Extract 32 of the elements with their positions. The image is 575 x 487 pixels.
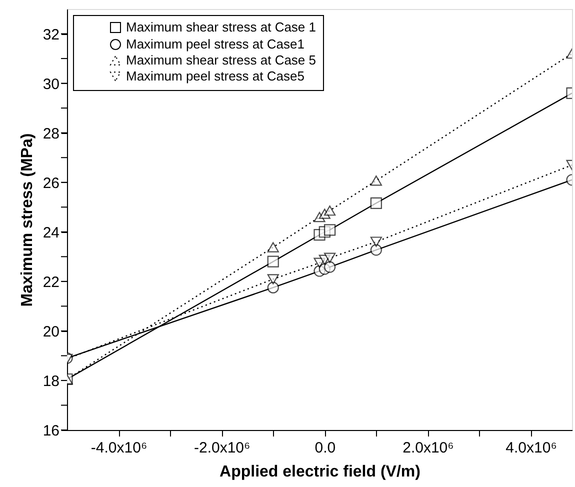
point <box>324 205 336 216</box>
point <box>370 244 382 256</box>
y-tick-label: 20 <box>42 323 60 340</box>
y-tick-label: 30 <box>42 76 60 93</box>
y-tick-label: 24 <box>42 224 60 242</box>
x-axis-title: Applied electric field (V/m) <box>220 464 420 480</box>
y-tick-label: 28 <box>42 125 60 142</box>
point <box>324 252 336 263</box>
x-tick-label: 0.0 <box>314 440 336 456</box>
legend-label: Maximum shear stress at Case 5 <box>126 52 316 68</box>
y-tick-label: 16 <box>42 422 60 440</box>
y-axis-title: Maximum stress (MPa) <box>18 133 36 307</box>
legend-label: Maximum shear stress at Case 1 <box>126 20 316 34</box>
x-tick-label: -2.0x10⁶ <box>194 440 250 456</box>
point <box>370 236 382 247</box>
y-tick-label: 26 <box>42 174 60 192</box>
point <box>324 261 336 273</box>
point <box>267 274 279 284</box>
legend-label: Maximum peel stress at Case1 <box>126 36 304 52</box>
y-tick-label: 18 <box>42 372 60 390</box>
point <box>370 176 382 186</box>
point <box>370 197 382 209</box>
y-tick-label: 22 <box>42 274 60 291</box>
y-tick-label: 32 <box>42 26 60 44</box>
point <box>267 256 279 268</box>
point <box>267 282 279 294</box>
legend-label: Maximum peel stress at Case5 <box>126 68 304 84</box>
x-tick-label: 4.0x10⁶ <box>506 440 557 456</box>
point <box>324 224 336 236</box>
x-tick-label: 2.0x10⁶ <box>402 440 454 456</box>
x-tick-label: -4.0x10⁶ <box>90 440 148 456</box>
point <box>267 242 279 252</box>
